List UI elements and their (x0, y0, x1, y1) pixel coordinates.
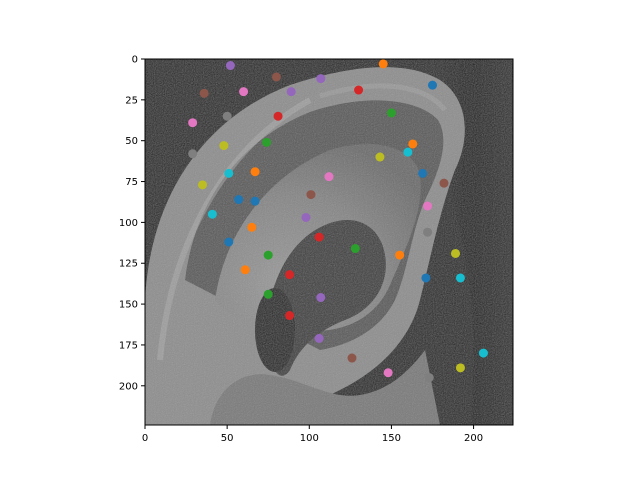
scatter-point (198, 180, 207, 190)
scatter-point (285, 311, 295, 321)
x-tick-label: 100 (300, 433, 319, 444)
scatter-point (263, 289, 273, 299)
y-tick-label: 125 (119, 259, 138, 270)
scatter-point (347, 353, 357, 363)
scatter-point (188, 118, 198, 128)
scatter-point (350, 244, 360, 254)
scatter-point (403, 147, 413, 157)
scatter-point (421, 273, 431, 283)
scatter-point (423, 201, 433, 211)
scatter-point (418, 168, 428, 178)
scatter-point (423, 227, 433, 237)
ear-image (145, 59, 513, 425)
scatter-point (395, 250, 405, 260)
scatter-point (250, 196, 260, 206)
scatter-point (378, 59, 388, 69)
scatter-points (188, 59, 488, 383)
y-axis: 0 25 50 75 100 125 150 175 200 (119, 55, 145, 392)
scatter-point (408, 139, 418, 149)
y-tick-label: 50 (125, 136, 138, 147)
scatter-point (285, 270, 295, 280)
scatter-point (219, 141, 229, 151)
scatter-point (375, 152, 385, 162)
scatter-point (316, 293, 326, 303)
x-axis: 0 50 100 150 200 (142, 425, 483, 444)
scatter-point (250, 167, 260, 177)
y-tick-label: 100 (119, 218, 138, 229)
scatter-point (273, 111, 283, 121)
scatter-point (222, 111, 232, 121)
scatter-point (301, 212, 311, 222)
x-tick-label: 150 (382, 433, 401, 444)
scatter-point (314, 333, 324, 343)
y-tick-label: 25 (125, 95, 138, 106)
scatter-point (262, 137, 272, 147)
scatter-point (455, 363, 465, 373)
x-tick-label: 50 (221, 433, 234, 444)
scatter-point (354, 85, 364, 95)
y-tick-label: 150 (119, 300, 138, 311)
scatter-point (439, 178, 449, 188)
scatter-point (428, 80, 437, 90)
scatter-point (478, 348, 488, 358)
scatter-point (199, 88, 209, 98)
scatter-point (224, 237, 234, 247)
scatter-point (316, 74, 326, 84)
scatter-point (207, 209, 217, 219)
scatter-point (386, 108, 396, 118)
scatter-point (451, 248, 460, 258)
x-tick-label: 200 (464, 433, 483, 444)
plot-frame (144, 58, 514, 426)
scatter-point (286, 87, 296, 97)
scatter-point (239, 87, 249, 97)
scatter-point (324, 172, 334, 182)
scatter-point (247, 222, 257, 232)
scatter-point (263, 250, 273, 260)
scatter-point (234, 195, 244, 205)
y-tick-label: 175 (119, 340, 138, 351)
scatter-point (383, 368, 393, 378)
y-tick-label: 75 (125, 177, 138, 188)
y-tick-label: 200 (119, 381, 138, 392)
scatter-point (271, 72, 281, 82)
scatter-point (424, 373, 434, 383)
scatter-point (225, 61, 235, 71)
y-tick-label: 0 (132, 55, 138, 66)
scatter-point (188, 149, 198, 159)
scatter-point (224, 168, 234, 178)
scatter-point (240, 265, 250, 275)
scatter-point (314, 232, 324, 242)
scatter-point (306, 190, 316, 200)
scatter-point (455, 273, 465, 283)
x-tick-label: 0 (142, 433, 148, 444)
